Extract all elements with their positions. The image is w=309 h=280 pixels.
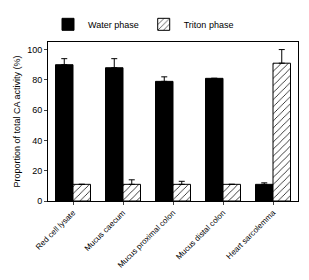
svg-text:60: 60 bbox=[32, 105, 42, 115]
svg-text:20: 20 bbox=[32, 166, 42, 176]
svg-text:Mucus distal colon: Mucus distal colon bbox=[174, 208, 227, 261]
svg-text:40: 40 bbox=[32, 136, 42, 146]
svg-text:Heart sarcolemma: Heart sarcolemma bbox=[225, 208, 278, 261]
svg-text:Triton phase: Triton phase bbox=[184, 20, 234, 30]
svg-text:0: 0 bbox=[37, 196, 42, 206]
svg-text:80: 80 bbox=[32, 75, 42, 85]
svg-text:Mucus caecum: Mucus caecum bbox=[83, 208, 128, 253]
svg-text:Mucus proximal colon: Mucus proximal colon bbox=[116, 208, 177, 269]
svg-text:Red cell lysate: Red cell lysate bbox=[34, 208, 78, 252]
svg-text:Water phase: Water phase bbox=[88, 20, 139, 30]
svg-text:Proportion of total CA activit: Proportion of total CA activity (%) bbox=[12, 55, 22, 187]
svg-text:100: 100 bbox=[27, 45, 42, 55]
